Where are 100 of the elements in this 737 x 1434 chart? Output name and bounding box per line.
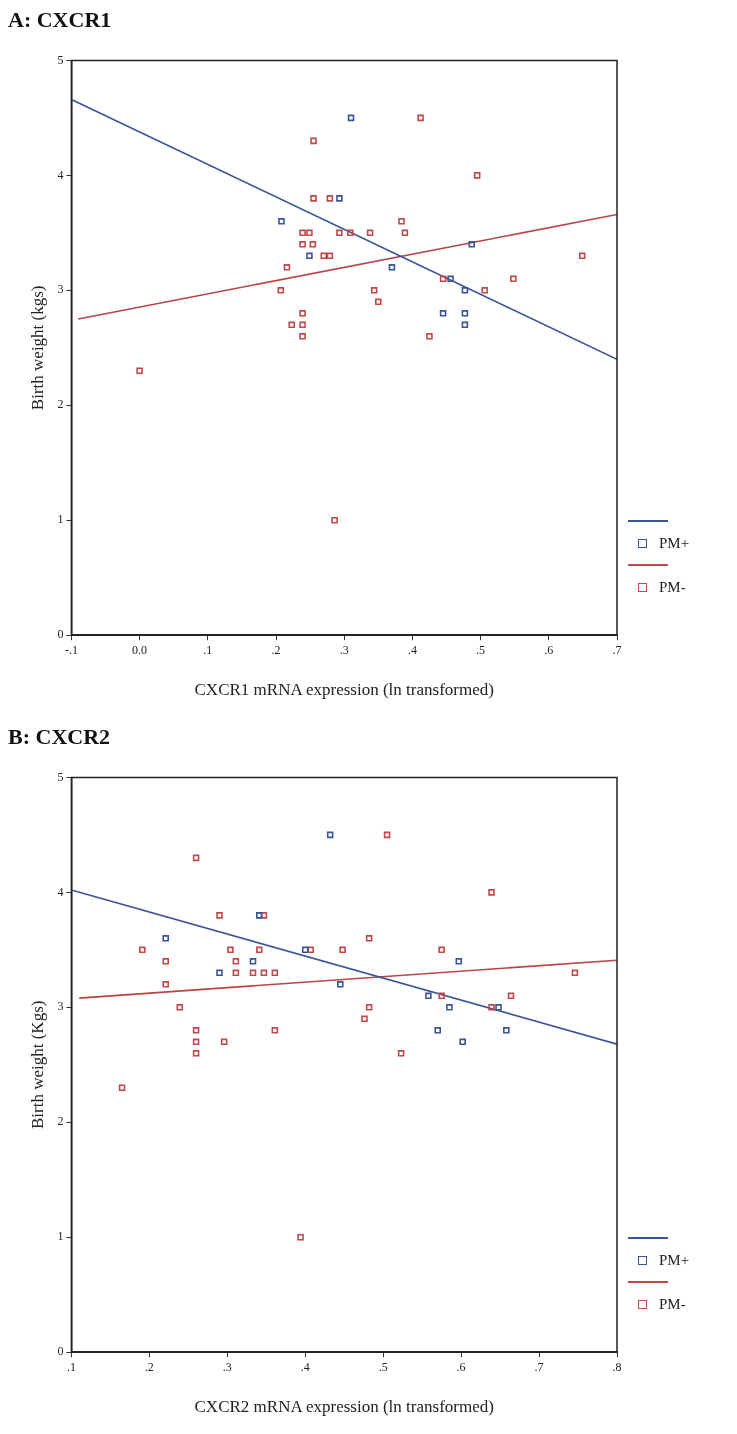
y-tick-label: 0 <box>57 627 64 642</box>
point <box>299 333 306 340</box>
point <box>192 1038 200 1046</box>
point <box>383 831 391 839</box>
point <box>162 935 169 942</box>
point <box>136 367 143 375</box>
point <box>473 172 481 179</box>
point <box>306 229 313 237</box>
y-tick-label: 1 <box>57 1229 64 1244</box>
point <box>249 969 257 977</box>
point <box>118 1084 126 1092</box>
point <box>301 946 309 954</box>
point <box>438 946 445 954</box>
point <box>216 912 223 919</box>
x-tick-label: .4 <box>300 1359 310 1374</box>
point <box>299 321 306 329</box>
point <box>331 516 338 524</box>
point <box>459 1038 466 1046</box>
point <box>176 1004 184 1011</box>
point <box>220 1038 228 1046</box>
y-tick-label: 4 <box>57 884 64 899</box>
point <box>446 1004 453 1011</box>
x-tick-label: .1 <box>203 642 213 657</box>
point <box>488 1004 495 1011</box>
point <box>288 321 295 329</box>
point <box>503 1027 510 1034</box>
point <box>271 1027 279 1034</box>
point <box>283 264 291 271</box>
point <box>249 958 257 965</box>
point <box>397 1050 405 1057</box>
point <box>365 1004 373 1011</box>
point <box>439 275 447 283</box>
y-tick-label: 5 <box>57 769 64 784</box>
point <box>370 287 378 294</box>
x-tick-label: -.1 <box>64 642 78 657</box>
point <box>277 287 285 294</box>
point <box>255 946 263 954</box>
point <box>320 252 328 260</box>
point <box>192 1027 200 1034</box>
point <box>366 229 374 237</box>
point <box>326 195 334 202</box>
point <box>507 992 515 1000</box>
point <box>192 854 200 862</box>
y-tick-label: 3 <box>57 282 64 297</box>
point <box>255 912 263 919</box>
y-tick-label: 2 <box>57 1114 64 1129</box>
point <box>306 252 313 260</box>
point <box>434 1027 442 1034</box>
point <box>232 958 240 965</box>
point <box>347 114 355 122</box>
legend-label: PM+ <box>659 1251 690 1269</box>
point <box>398 218 405 225</box>
point <box>438 992 445 1000</box>
point <box>461 321 469 329</box>
point <box>339 946 346 954</box>
point <box>439 310 447 317</box>
point <box>260 969 268 977</box>
chart-title: A: CXCR1 <box>8 6 112 32</box>
y-axis-title: Birth weight (kgs) <box>27 285 47 411</box>
point <box>336 229 343 237</box>
x-tick-label: .6 <box>456 1359 466 1374</box>
point <box>461 287 469 294</box>
point <box>299 241 306 248</box>
x-axis-title: CXCR2 mRNA expression (ln transformed) <box>194 1397 494 1417</box>
point <box>401 229 409 237</box>
point <box>336 195 343 202</box>
point <box>307 946 314 954</box>
x-tick-label: .6 <box>544 642 554 657</box>
x-axis-title: CXCR1 mRNA expression (ln transformed) <box>194 680 494 700</box>
point <box>425 992 432 1000</box>
y-tick-label: 3 <box>57 999 64 1014</box>
point <box>461 310 469 317</box>
chart-title: B: CXCR2 <box>8 723 111 749</box>
legend-label: PM- <box>659 578 686 596</box>
point <box>365 935 373 942</box>
point <box>260 912 268 919</box>
x-tick-label: .2 <box>271 642 281 657</box>
legend-label: PM+ <box>659 534 690 552</box>
point <box>326 831 334 839</box>
legend-label: PM- <box>659 1295 686 1313</box>
y-tick-label: 2 <box>57 397 64 412</box>
point <box>388 264 396 271</box>
point <box>162 958 169 965</box>
x-tick-label: .2 <box>144 1359 154 1374</box>
point <box>326 252 334 260</box>
point <box>571 969 579 977</box>
point <box>510 275 517 283</box>
point <box>481 287 488 294</box>
y-axis-title: Birth weight (Kgs) <box>27 1000 47 1130</box>
y-tick-label: 1 <box>57 512 64 527</box>
x-tick-label: .3 <box>339 642 349 657</box>
x-tick-label: .4 <box>407 642 417 657</box>
x-tick-label: .3 <box>222 1359 232 1374</box>
x-tick-label: .1 <box>66 1359 76 1374</box>
y-tick-label: 0 <box>57 1344 64 1359</box>
x-tick-label: .7 <box>612 642 622 657</box>
point <box>347 229 354 237</box>
point <box>162 981 169 988</box>
y-tick-label: 4 <box>57 167 64 182</box>
point <box>216 969 223 977</box>
